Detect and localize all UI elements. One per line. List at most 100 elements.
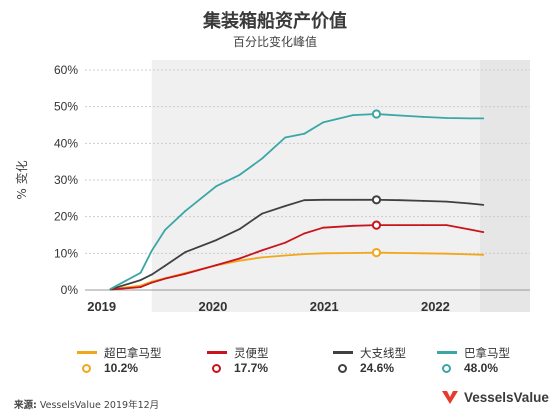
y-tick-label: 40% [54,136,78,150]
legend-swatch [207,351,227,354]
data-point [445,117,448,119]
data-point [139,279,142,281]
legend-peak-marker [82,364,91,373]
data-point [469,228,471,231]
y-tick-label: 30% [54,173,78,187]
y-tick-label: 0% [61,283,79,297]
data-point [422,252,425,255]
data-point [238,228,241,231]
legend-peak-marker [212,364,221,373]
x-tick-label: 2020 [198,299,227,314]
data-point [469,253,471,256]
data-point [482,117,485,120]
data-point [164,264,167,267]
data-point [398,252,401,254]
data-point [260,157,263,160]
data-point [422,200,425,202]
data-point [398,199,401,202]
data-point [398,114,401,117]
data-point [150,249,153,252]
source-note: 来源: VesselsValue 2019年12月 [14,397,159,411]
source-label: 来源: [14,400,37,411]
data-point [184,272,187,275]
data-point [469,117,471,120]
legend-peak-value: 17.7% [234,361,269,375]
data-point [215,264,218,266]
data-point [238,173,241,176]
chart-title: 集装箱船资产价值 [203,11,347,32]
data-point [238,257,241,260]
series-line-2 [110,224,484,291]
data-point [139,271,142,274]
data-point [445,224,448,227]
data-point [303,232,306,235]
line-chart: 0% 10% 20% 30% 40% 50% 60% 2019 2020 2021 2022 % … [14,60,530,314]
legend-peak-marker [442,364,451,373]
data-point [164,228,167,231]
data-point [303,253,306,255]
data-point [284,254,287,257]
data-point [398,224,401,227]
series-line-3 [110,198,484,291]
data-point [352,114,355,116]
logo-text: VesselsValue [464,390,549,405]
data-point [260,212,263,215]
data-point [260,249,263,252]
y-tick-label: 60% [54,63,78,77]
data-point [352,198,355,201]
data-point [284,241,287,244]
data-point [164,277,167,280]
data-point [422,116,425,118]
y-tick-label: 20% [54,210,78,224]
y-axis-label: % 变化 [14,160,29,199]
shaded-band-1 [151,60,480,312]
data-point [184,251,187,254]
data-point [322,198,324,201]
data-point [215,239,218,242]
legend-label: 灵便型 [234,346,269,360]
data-point [445,252,448,255]
data-point [445,200,448,203]
x-tick-label: 2022 [421,299,450,314]
data-point [303,132,306,135]
data-point [322,226,324,229]
x-tick-label: 2021 [310,299,339,314]
legend-swatch [77,351,97,354]
data-point [469,202,471,205]
legend-peak-value: 24.6% [360,361,395,375]
data-point [352,252,355,254]
logo-mark-icon [442,391,458,404]
peak-marker [371,248,382,258]
data-point [139,286,142,288]
peak-marker [371,109,382,119]
data-point [150,273,153,276]
data-point [284,205,287,207]
peak-marker [371,220,382,230]
series-line-4 [110,113,484,290]
legend-label: 超巴拿马型 [104,346,162,360]
data-point [482,204,485,206]
legend-label: 巴拿马型 [464,346,510,360]
data-point [284,136,287,139]
legend-peak-value: 48.0% [464,361,499,375]
chart-subtitle: 百分比变化峰值 [232,35,317,49]
data-point [184,210,187,213]
data-point [109,288,112,290]
legend-peak-marker [338,364,347,373]
data-point [238,259,241,262]
data-point [215,185,218,188]
source-text: VesselsValue 2019年12月 [39,400,160,411]
legend-peak-value: 10.2% [104,361,139,375]
peak-marker [371,195,382,205]
legend-swatch [437,351,457,354]
data-point [422,224,425,227]
data-point [150,281,153,284]
data-point [260,256,263,259]
legend-swatch [333,351,353,354]
data-point [482,231,485,233]
vesselsvalue-logo: VesselsValue [440,386,549,410]
data-point [303,199,306,202]
shaded-band-2 [479,60,530,312]
legend-label: 大支线型 [360,346,406,360]
data-point [322,252,324,255]
